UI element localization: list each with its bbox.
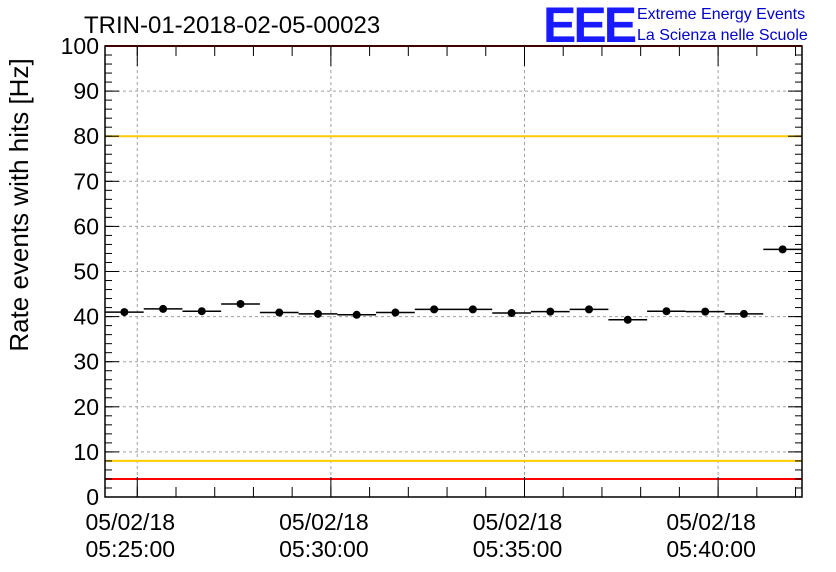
x-tick-label-time: 05:30:00 [279, 536, 369, 562]
y-tick-label: 30 [73, 349, 99, 375]
y-tick-label: 80 [73, 123, 99, 149]
data-point [197, 307, 206, 316]
y-tick-label: 20 [73, 394, 99, 420]
y-tick-labels: 0 10 20 30 40 50 60 70 80 90 100 [61, 33, 99, 510]
data-point [313, 309, 322, 318]
data-point [159, 304, 168, 313]
y-tick-label: 40 [73, 304, 99, 330]
grid [105, 46, 802, 497]
axis-ticks [105, 45, 802, 498]
x-tick-label-date: 05/02/18 [86, 509, 176, 535]
eee-logo-mark: EEE [543, 0, 636, 53]
data-point [546, 307, 555, 316]
eee-logo: EEE Extreme Energy Events La Scienza nel… [543, 0, 808, 53]
y-axis-label: Rate events with hits [Hz] [4, 58, 34, 351]
y-tick-label: 10 [73, 439, 99, 465]
y-tick-label: 60 [73, 213, 99, 239]
data-point [739, 309, 748, 318]
data-point [662, 307, 671, 316]
eee-logo-line2: La Scienza nelle Scuole [637, 27, 808, 44]
x-tick-label-time: 05:25:00 [86, 536, 176, 562]
chart-title: TRIN-01-2018-02-05-00023 [84, 12, 380, 39]
data-point [623, 315, 632, 324]
y-tick-label: 50 [73, 259, 99, 285]
data-point [391, 308, 400, 317]
data-points [105, 245, 802, 324]
data-point [275, 308, 284, 317]
y-tick-label: 0 [86, 484, 99, 510]
x-tick-labels: 05/02/1805:25:0005/02/1805:30:0005/02/18… [86, 509, 756, 562]
data-point [468, 305, 477, 314]
data-point [507, 308, 516, 317]
data-point [701, 307, 710, 316]
eee-logo-line1: Extreme Energy Events [637, 6, 805, 23]
y-tick-label: 90 [73, 78, 99, 104]
x-tick-label-date: 05/02/18 [473, 509, 563, 535]
threshold-lines [105, 45, 802, 480]
x-tick-label-time: 05:40:00 [666, 536, 756, 562]
data-point [430, 305, 439, 314]
data-point [352, 310, 361, 319]
x-tick-label-date: 05/02/18 [666, 509, 756, 535]
data-point [778, 245, 787, 254]
y-tick-label: 70 [73, 168, 99, 194]
y-tick-label: 100 [61, 33, 99, 59]
data-point [120, 308, 129, 317]
data-point [236, 299, 245, 308]
data-point [585, 305, 594, 314]
x-tick-label-time: 05:35:00 [473, 536, 563, 562]
x-tick-label-date: 05/02/18 [279, 509, 369, 535]
